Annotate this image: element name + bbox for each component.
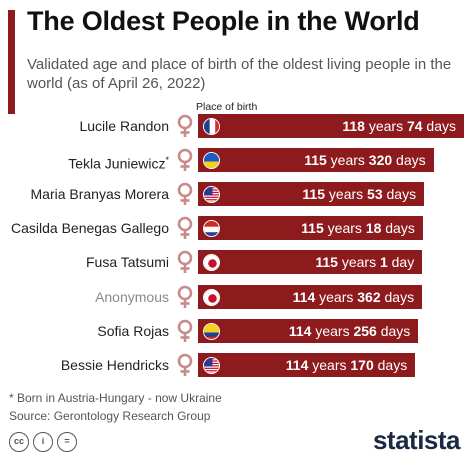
japan-flag-icon (203, 254, 220, 272)
japan-flag-icon (203, 288, 220, 306)
category-label: Sofia Rojas (97, 322, 169, 339)
france-flag-icon (203, 118, 220, 135)
paraguay-flag-icon (203, 220, 220, 238)
chart-row: Tekla Juniewicz* 115 years 320 days (0, 147, 474, 173)
chart-row: Maria Branyas Morera 115 years 53 days (0, 181, 474, 207)
chart-subtitle: Validated age and place of birth of the … (27, 56, 452, 92)
bar (198, 114, 464, 138)
category-label: Fusa Tatsumi (86, 254, 169, 271)
place-of-birth-label: Place of birth (196, 101, 258, 113)
female-icon (175, 353, 195, 377)
chart-row: Fusa Tatsumi 115 years 1 day (0, 249, 474, 275)
usa-flag-icon (203, 186, 220, 204)
bar (198, 182, 425, 207)
category-label: Casilda Benegas Gallego (11, 220, 169, 237)
data-label: 115 years 320 days (304, 152, 426, 169)
statista-logo[interactable]: statista (372, 425, 461, 455)
bar (198, 250, 423, 275)
category-label: Anonymous (95, 288, 169, 305)
female-icon (175, 182, 195, 206)
footnote-note: * Born in Austria-Hungary - now Ukraine (9, 391, 222, 405)
chart-row: Anonymous 114 years 362 days (0, 284, 474, 310)
female-icon (175, 216, 195, 240)
asterisk-marker: * (165, 155, 169, 166)
chart-row: Casilda Benegas Gallego 115 years 18 days (0, 215, 474, 241)
female-icon (175, 148, 195, 172)
data-label: 114 years 256 days (288, 322, 411, 339)
data-label: 115 years 1 day (315, 254, 415, 271)
data-label: 114 years 170 days (285, 356, 408, 373)
category-label: Tekla Juniewicz* (68, 155, 169, 172)
no-derivatives-icon[interactable]: = (57, 432, 77, 452)
accent-bar (8, 10, 15, 114)
bar (198, 352, 416, 377)
category-label: Maria Branyas Morera (30, 186, 170, 203)
chart-row: Bessie Hendricks 114 years 170 days (0, 352, 474, 378)
chart-row: Lucile Randon 118 years 74 days (0, 113, 474, 139)
data-label: 118 years 74 days (342, 118, 456, 134)
attribution-icon[interactable]: i (33, 432, 53, 452)
usa-flag-icon (203, 356, 220, 374)
ukraine-flag-icon (203, 152, 220, 170)
bar (198, 318, 419, 343)
license-icons: cc i = (9, 432, 77, 452)
data-label: 114 years 362 days (292, 288, 415, 305)
colombia-flag-icon (203, 322, 220, 340)
cc-icon[interactable]: cc (9, 432, 29, 452)
category-label: Lucile Randon (79, 118, 169, 134)
footnote: * Born in Austria-Hungary - now Ukraine … (9, 389, 222, 425)
female-icon (175, 250, 195, 274)
bar (198, 284, 423, 309)
bar (198, 216, 423, 241)
chart-row: Sofia Rojas 114 years 256 days (0, 318, 474, 344)
female-icon (175, 319, 195, 343)
bar (198, 148, 434, 173)
category-label: Bessie Hendricks (60, 356, 169, 373)
female-icon (175, 114, 195, 138)
chart-title: The Oldest People in the World (27, 6, 420, 36)
footnote-source: Source: Gerontology Research Group (9, 409, 211, 423)
female-icon (175, 285, 195, 309)
data-label: 115 years 53 days (302, 186, 417, 203)
data-label: 115 years 18 days (301, 220, 415, 237)
